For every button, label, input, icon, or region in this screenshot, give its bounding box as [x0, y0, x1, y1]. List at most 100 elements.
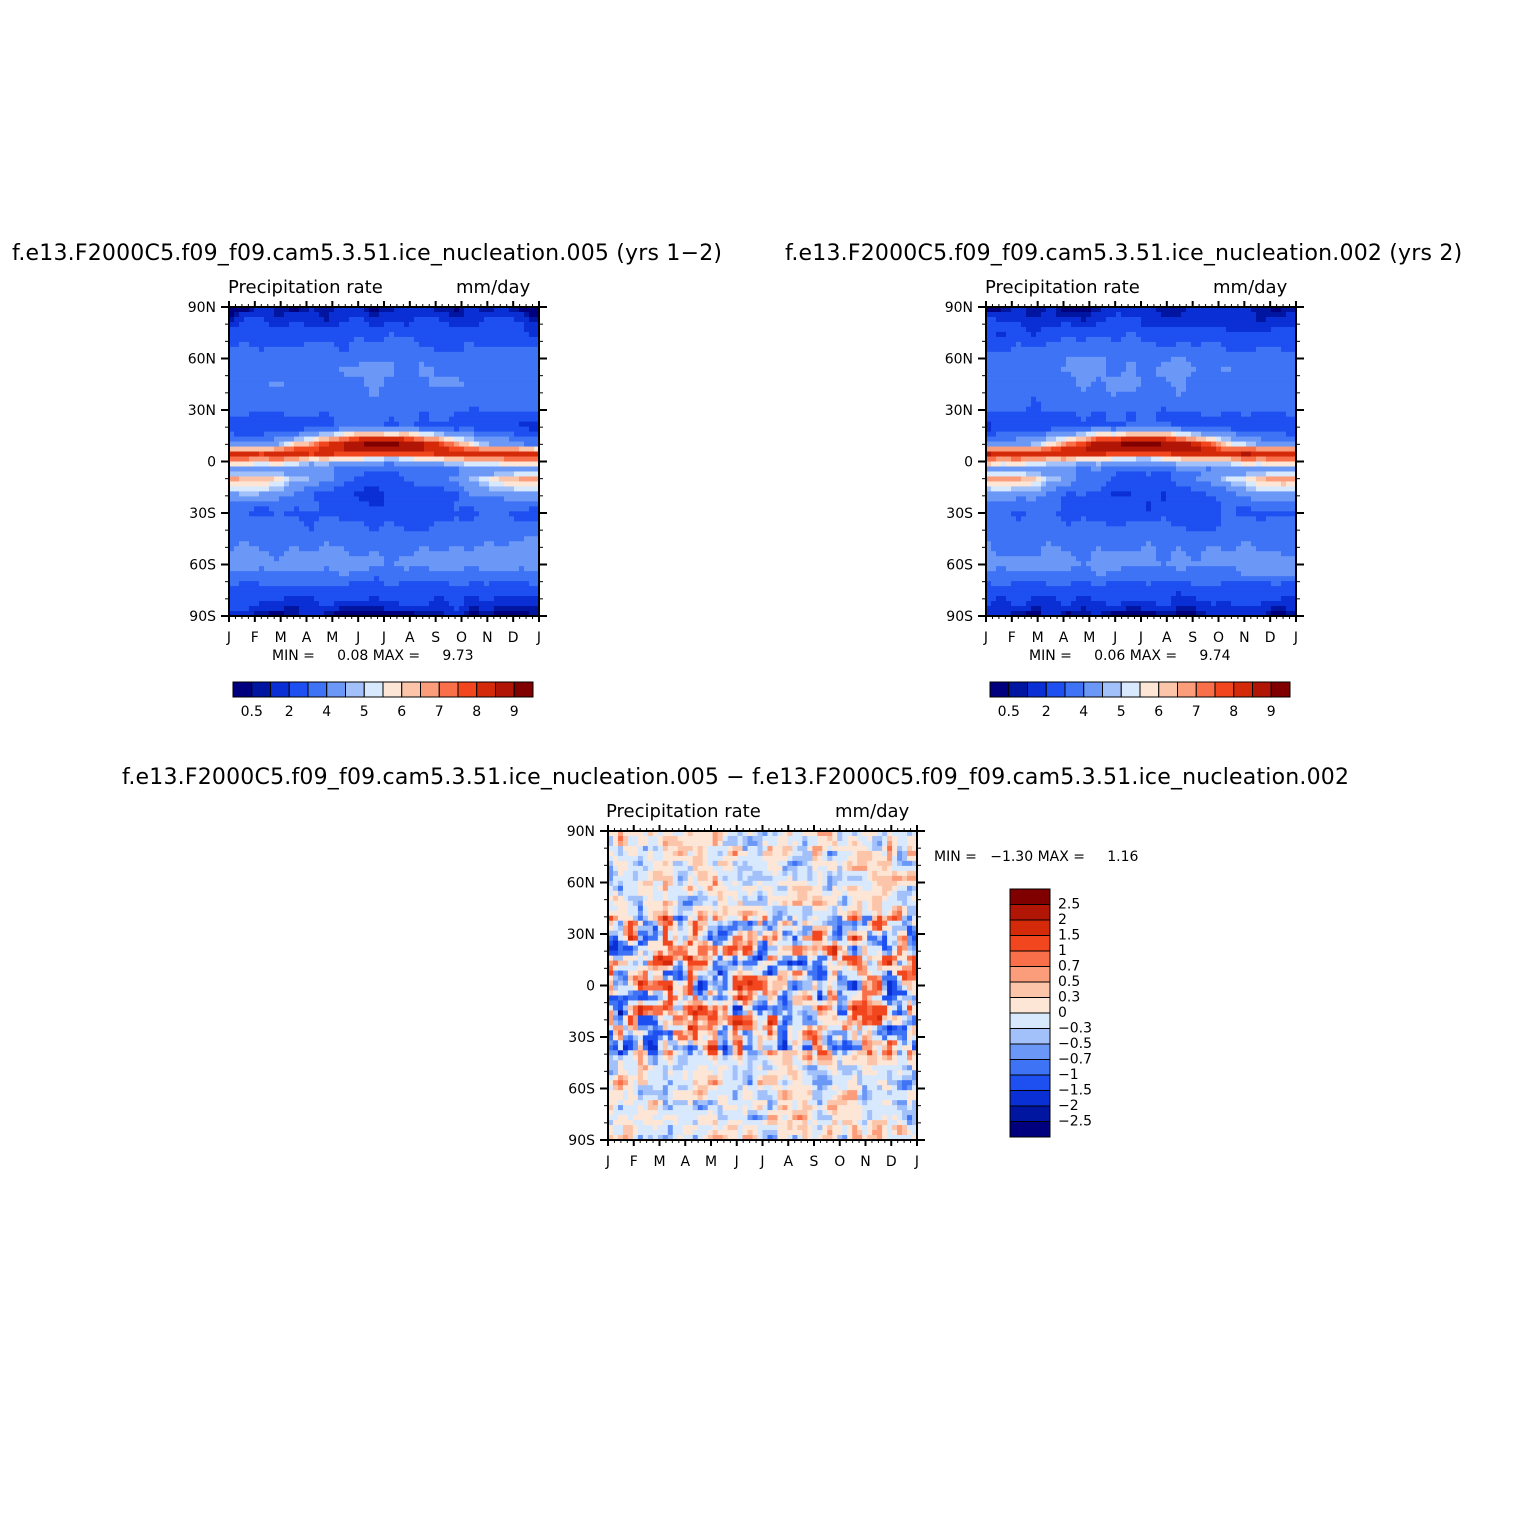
heatmap-cell: [429, 411, 435, 418]
heatmap-cell: [284, 521, 290, 527]
heatmap-cell: [324, 591, 330, 597]
heatmap-cell: [424, 611, 430, 617]
heatmap-cell: [244, 576, 250, 582]
heatmap-cell: [1016, 611, 1022, 617]
heatmap-cell: [459, 326, 465, 333]
heatmap-cell: [379, 576, 385, 582]
heatmap-cell: [1056, 511, 1062, 517]
heatmap-cell: [384, 311, 390, 318]
heatmap-cell: [519, 566, 525, 572]
heatmap-cell: [319, 546, 325, 552]
heatmap-cell: [354, 386, 360, 393]
heatmap-cell: [329, 531, 335, 537]
heatmap-cell: [284, 351, 290, 358]
heatmap-cell: [369, 511, 375, 517]
heatmap-cell: [284, 361, 290, 368]
heatmap-cell: [444, 386, 450, 393]
heatmap-cell: [394, 321, 400, 328]
heatmap-cell: [484, 366, 490, 373]
heatmap-cell: [269, 416, 275, 423]
heatmap-cell: [244, 606, 250, 612]
heatmap-cell: [996, 586, 1002, 592]
heatmap-cell: [1021, 331, 1027, 338]
heatmap-cell: [319, 596, 325, 602]
heatmap-cell: [249, 486, 255, 492]
heatmap-cell: [484, 396, 490, 403]
heatmap-cell: [509, 501, 515, 507]
heatmap-cell: [474, 366, 480, 373]
heatmap-cell: [499, 311, 505, 318]
heatmap-cell: [399, 421, 405, 428]
heatmap-cell: [284, 606, 290, 612]
heatmap-cell: [474, 536, 480, 542]
heatmap-cell: [359, 581, 365, 587]
heatmap-cell: [254, 396, 260, 403]
heatmap-cell: [534, 561, 540, 567]
heatmap-cell: [534, 326, 540, 333]
heatmap-cell: [494, 321, 500, 328]
heatmap-cell: [474, 556, 480, 562]
heatmap-cell: [524, 426, 530, 433]
heatmap-cell: [489, 581, 495, 587]
heatmap-cell: [1016, 456, 1022, 463]
heatmap-cell: [269, 356, 275, 363]
heatmap-cell: [329, 471, 335, 478]
heatmap-cell: [404, 336, 410, 343]
heatmap-cell: [294, 436, 300, 443]
heatmap-cell: [399, 596, 405, 602]
heatmap-cell: [279, 441, 285, 448]
heatmap-cell: [399, 581, 405, 587]
heatmap-cell: [289, 461, 295, 468]
heatmap-cell: [1056, 441, 1062, 448]
heatmap-cell: [349, 381, 355, 388]
heatmap-cell: [1036, 601, 1042, 607]
heatmap-cell: [524, 307, 530, 313]
heatmap-cell: [1031, 436, 1037, 443]
heatmap-cell: [339, 331, 345, 338]
heatmap-cell: [394, 476, 400, 483]
heatmap-cell: [394, 311, 400, 318]
heatmap-cell: [424, 486, 430, 492]
y-tick-label: 60N: [188, 352, 216, 368]
heatmap-cell: [264, 516, 270, 522]
heatmap-cell: [344, 591, 350, 597]
heatmap-cell: [384, 561, 390, 567]
heatmap-cell: [524, 436, 530, 443]
heatmap-cell: [359, 531, 365, 537]
heatmap-cell: [1031, 601, 1037, 607]
heatmap-cell: [389, 366, 395, 373]
heatmap-cell: [349, 461, 355, 468]
heatmap-cell: [1021, 341, 1027, 348]
heatmap-cell: [284, 406, 290, 413]
heatmap-cell: [529, 331, 535, 338]
heatmap-cell: [529, 486, 535, 492]
heatmap-cell: [234, 307, 240, 313]
heatmap-cell: [404, 346, 410, 353]
heatmap-cell: [264, 466, 270, 473]
heatmap-cell: [244, 356, 250, 363]
heatmap-cell: [299, 371, 305, 378]
heatmap-cell: [284, 391, 290, 398]
heatmap-cell: [299, 416, 305, 423]
heatmap-cell: [1051, 411, 1057, 418]
heatmap-cell: [299, 461, 305, 468]
heatmap-cell: [384, 491, 390, 497]
heatmap-cell: [1051, 476, 1057, 483]
heatmap-cell: [339, 351, 345, 358]
heatmap-cell: [514, 386, 520, 393]
heatmap-cell: [269, 436, 275, 443]
heatmap-cell: [1001, 511, 1007, 517]
heatmap-cell: [991, 446, 997, 453]
heatmap-cell: [1011, 511, 1017, 517]
heatmap-cell: [1026, 596, 1032, 602]
heatmap-cell: [1056, 606, 1062, 612]
heatmap-cell: [389, 516, 395, 522]
heatmap-cell: [254, 476, 260, 483]
heatmap-cell: [484, 601, 490, 607]
heatmap-cell: [254, 466, 260, 473]
heatmap-cell: [419, 451, 425, 458]
heatmap-cell: [1006, 476, 1012, 483]
heatmap-cell: [509, 316, 515, 323]
heatmap-cell: [349, 446, 355, 453]
heatmap-cell: [489, 566, 495, 572]
